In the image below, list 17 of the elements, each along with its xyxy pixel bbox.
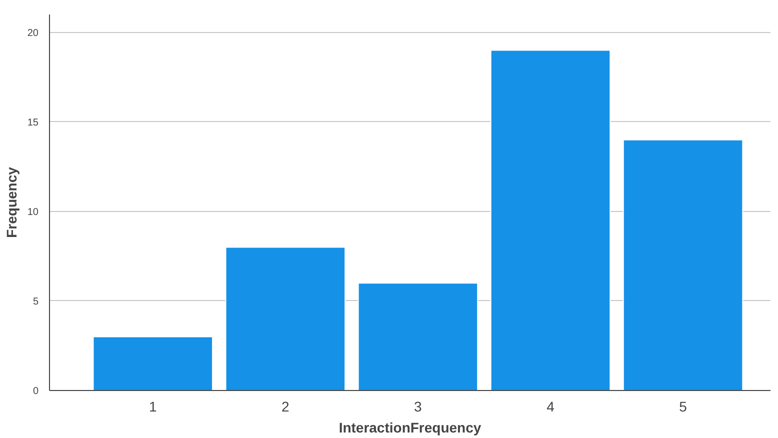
x-tick-label: 1 xyxy=(148,398,157,414)
x-tick-label: 5 xyxy=(679,398,688,414)
x-tick-label: 3 xyxy=(414,398,422,414)
bar xyxy=(92,336,214,390)
x-axis-title: InteractionFrequency xyxy=(338,420,482,436)
y-tick-label: 5 xyxy=(32,296,39,308)
bar xyxy=(225,246,346,390)
y-tick-label: 10 xyxy=(27,206,39,218)
y-tick-label: 15 xyxy=(27,117,39,128)
y-tick-label: 0 xyxy=(32,386,39,397)
x-tick-label: 2 xyxy=(282,398,290,414)
y-tick-label: 20 xyxy=(27,28,39,39)
bar xyxy=(490,50,611,390)
y-axis-title: Frequency xyxy=(3,166,20,238)
x-tick-label: 4 xyxy=(546,398,555,414)
bar xyxy=(358,282,478,390)
bar xyxy=(622,139,744,390)
